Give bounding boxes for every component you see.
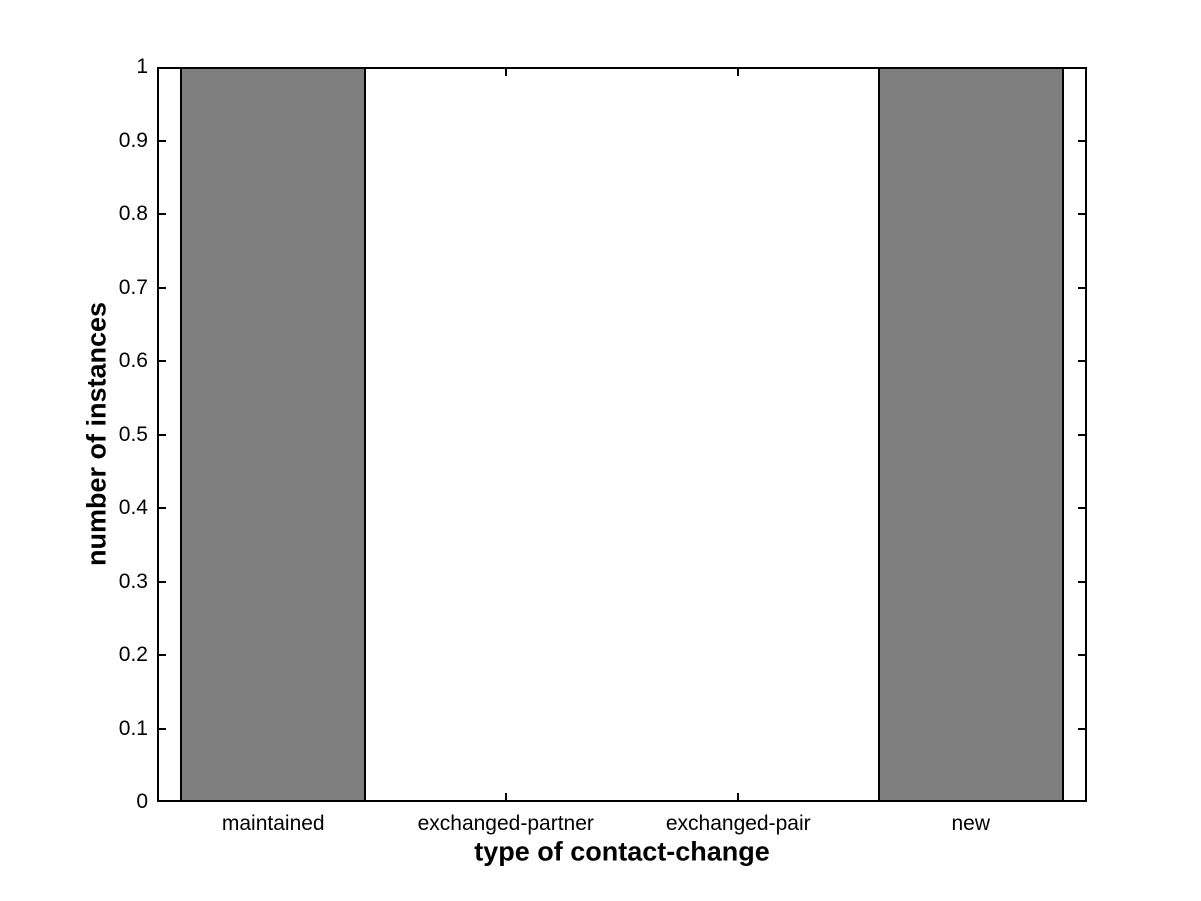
plot-area — [157, 67, 1087, 802]
y-tick-mark-right — [1078, 727, 1087, 730]
y-tick-label: 0.8 — [118, 202, 148, 225]
x-tick-mark-bottom-exchanged-pair — [737, 793, 740, 802]
x-tick-label: maintained — [221, 812, 325, 835]
y-tick-mark-right — [1078, 654, 1087, 656]
y-tick-mark-right — [1078, 139, 1087, 142]
y-tick-mark-left — [157, 213, 166, 215]
x-tick-label: exchanged-pair — [665, 812, 811, 835]
x-tick-label: new — [951, 812, 991, 835]
x-tick-mark-top-exchanged-pair — [737, 67, 740, 76]
bar-new — [877, 67, 1064, 802]
y-tick-label: 0.3 — [118, 569, 148, 593]
y-tick-label: 1 — [136, 55, 148, 78]
y-tick-label: 0.1 — [118, 716, 148, 740]
y-tick-mark-right — [1078, 360, 1087, 362]
x-axis-label: type of contact-change — [474, 836, 770, 867]
y-tick-label: 0.9 — [118, 128, 148, 152]
y-tick-mark-right — [1078, 213, 1087, 215]
y-tick-label: 0.5 — [118, 422, 148, 446]
y-tick-mark-left — [157, 360, 166, 362]
y-tick-mark-left — [157, 727, 166, 730]
y-tick-label: 0 — [136, 790, 148, 813]
x-tick-mark-bottom-exchanged-partner — [504, 793, 507, 802]
y-tick-label: 0.7 — [118, 275, 148, 299]
y-tick-mark-right — [1078, 507, 1087, 509]
y-tick-label: 0.6 — [118, 349, 148, 372]
y-tick-label: 0.4 — [118, 496, 148, 519]
y-tick-mark-right — [1078, 286, 1087, 289]
x-tick-label: exchanged-partner — [417, 812, 594, 835]
bar-maintained — [180, 67, 367, 802]
y-tick-mark-left — [157, 433, 166, 436]
y-axis-label: number of instances — [81, 301, 112, 567]
y-tick-mark-right — [1078, 433, 1087, 436]
y-tick-mark-left — [157, 580, 166, 583]
y-tick-mark-left — [157, 139, 166, 142]
x-tick-mark-top-exchanged-partner — [504, 67, 507, 76]
y-tick-mark-left — [157, 654, 166, 656]
y-tick-label: 0.2 — [118, 643, 148, 666]
y-tick-mark-right — [1078, 580, 1087, 583]
y-tick-mark-left — [157, 286, 166, 289]
y-tick-mark-left — [157, 507, 166, 509]
